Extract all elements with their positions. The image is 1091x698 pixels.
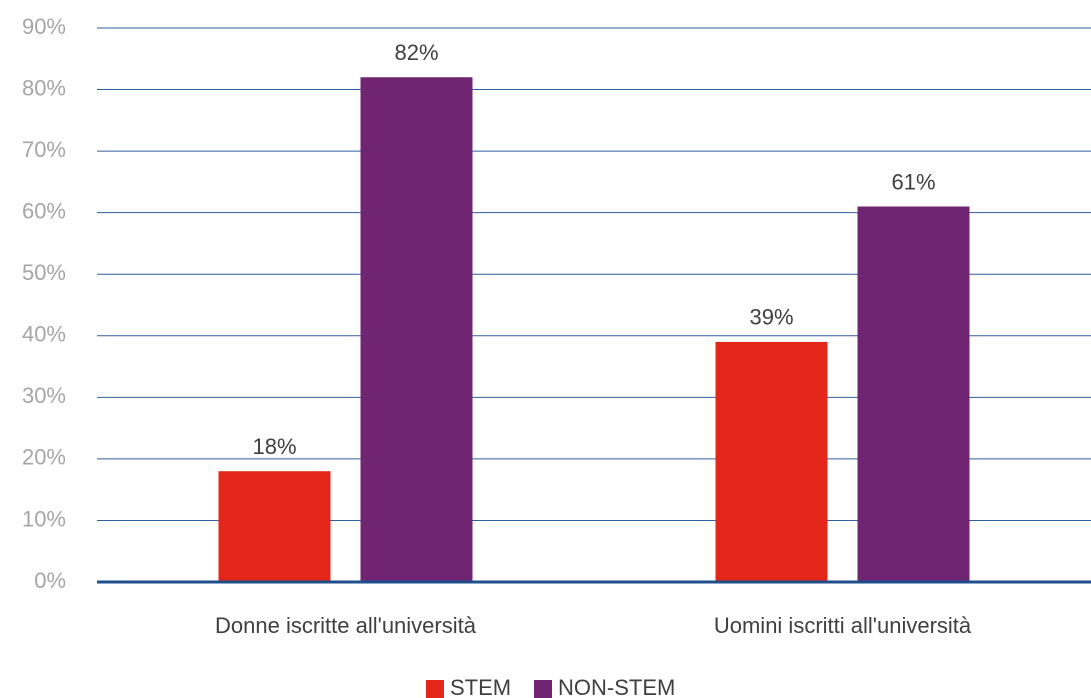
legend-swatch (534, 680, 552, 698)
x-tick-label: Donne iscritte all'università (215, 613, 477, 638)
data-label: 39% (749, 305, 793, 330)
y-tick-label: 20% (22, 445, 66, 470)
x-tick-label: Uomini iscritti all'università (714, 613, 972, 638)
bar (857, 206, 970, 582)
y-tick-label: 90% (22, 14, 66, 39)
data-label: 82% (394, 40, 438, 65)
data-label: 61% (891, 169, 935, 194)
data-label: 18% (252, 434, 296, 459)
legend-swatch (426, 680, 444, 698)
bar (360, 77, 473, 582)
y-tick-label: 0% (34, 568, 66, 593)
bar (715, 341, 828, 582)
y-tick-label: 30% (22, 383, 66, 408)
legend-label: STEM (450, 675, 511, 698)
bar (218, 471, 331, 582)
y-tick-label: 50% (22, 260, 66, 285)
y-tick-label: 10% (22, 506, 66, 531)
y-tick-label: 60% (22, 198, 66, 223)
y-tick-label: 70% (22, 137, 66, 162)
y-tick-label: 80% (22, 75, 66, 100)
legend-label: NON-STEM (558, 675, 675, 698)
y-tick-label: 40% (22, 322, 66, 347)
